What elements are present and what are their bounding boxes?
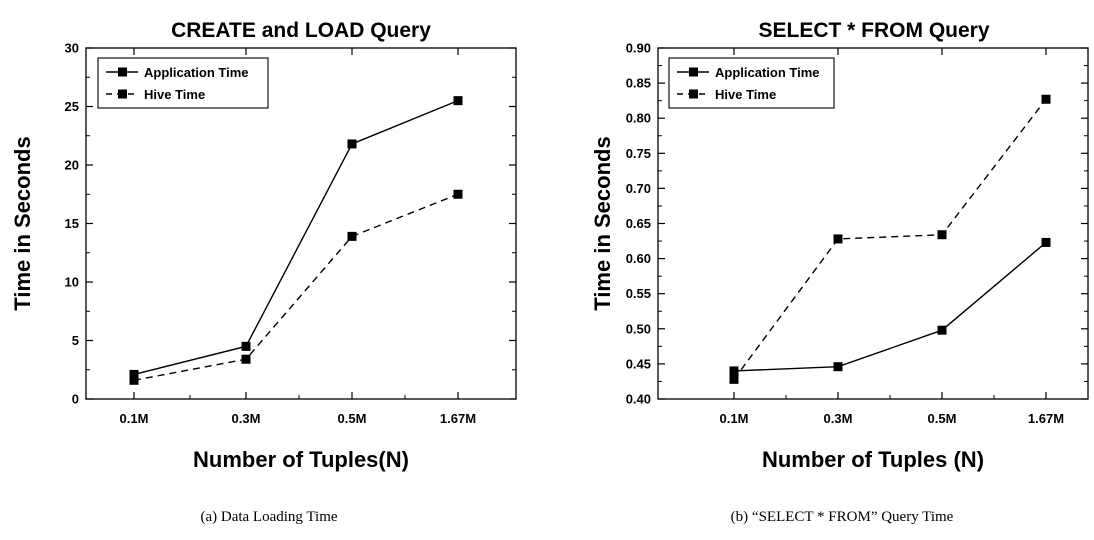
data-point <box>833 234 843 244</box>
legend-label: Hive Time <box>144 87 205 102</box>
data-point <box>241 354 251 364</box>
data-point <box>1041 237 1051 247</box>
y-tick-label: 0.65 <box>626 216 651 231</box>
x-tick-label: 0.5M <box>338 411 367 426</box>
data-point <box>241 341 251 351</box>
chart-a: CREATE and LOAD Query 0 5 10 15 20 25 30 0.1M 0.3… <box>10 19 517 525</box>
x-tick-label: 0.1M <box>120 411 149 426</box>
legend-marker <box>118 67 127 77</box>
y-tick-label: 0.50 <box>626 321 651 336</box>
legend-box <box>668 57 835 109</box>
data-point <box>1041 94 1051 104</box>
legend-label: Application Time <box>144 65 249 80</box>
y-tick-label: 0.40 <box>626 392 651 407</box>
data-point <box>129 369 139 379</box>
legend: Application Time Hive Time <box>668 57 835 109</box>
x-axis-label: Number of Tuples(N) <box>193 447 409 472</box>
legend-marker <box>689 67 698 77</box>
data-point <box>729 366 739 376</box>
y-tick-label: 0.55 <box>626 286 651 301</box>
series-line <box>133 193 459 381</box>
y-tick-label: 0 <box>72 392 79 407</box>
chart-title: SELECT * FROM Query <box>758 19 989 42</box>
legend-label: Hive Time <box>715 87 776 102</box>
y-tick-label: 0.70 <box>626 181 651 196</box>
x-tick-label: 0.3M <box>232 411 261 426</box>
x-axis-label: Number of Tuples (N) <box>762 447 984 472</box>
series-application-time <box>129 96 463 379</box>
data-point <box>729 374 739 384</box>
data-point <box>833 362 843 372</box>
legend-box <box>97 57 269 109</box>
series-line <box>733 98 1047 380</box>
data-point <box>453 96 463 106</box>
y-tick-label: 0.90 <box>626 41 651 56</box>
figure-caption: (a) Data Loading Time <box>200 509 337 525</box>
x-tick-label: 0.5M <box>928 411 957 426</box>
legend-label: Application Time <box>715 65 820 80</box>
x-tick-label: 0.3M <box>824 411 853 426</box>
x-tick-label: 1.67M <box>440 411 476 426</box>
y-tick-label: 0.85 <box>626 76 651 91</box>
x-tick-label: 0.1M <box>720 411 749 426</box>
legend: Application Time Hive Time <box>97 57 269 109</box>
series-line <box>733 241 1047 372</box>
figure-caption: (b) “SELECT * FROM” Query Time <box>731 509 954 525</box>
series-application-time <box>729 237 1051 376</box>
y-tick-label: 5 <box>72 333 79 348</box>
y-tick-label: 30 <box>65 41 79 56</box>
legend-marker <box>118 89 127 99</box>
series-hive-time <box>729 94 1051 384</box>
chart-b: SELECT * FROM Query 0.40 0.45 0.50 0.55 0.60 0… <box>590 19 1089 525</box>
y-tick-label: 0.80 <box>626 111 651 126</box>
data-point <box>453 189 463 199</box>
y-tick-label: 0.45 <box>626 356 651 371</box>
y-axis-label: Time in Seconds <box>590 136 615 310</box>
data-point <box>347 231 357 241</box>
chart-title: CREATE and LOAD Query <box>171 19 431 42</box>
y-tick-label: 15 <box>65 216 79 231</box>
y-tick-label: 0.60 <box>626 251 651 266</box>
series-line <box>133 100 459 376</box>
data-point <box>937 325 947 335</box>
x-tick-label: 1.67M <box>1028 411 1064 426</box>
y-tick-label: 20 <box>65 158 79 173</box>
series-hive-time <box>129 189 463 385</box>
y-tick-label: 25 <box>65 99 79 114</box>
y-tick-label: 10 <box>65 275 79 290</box>
data-point <box>347 139 357 149</box>
y-tick-label: 0.75 <box>626 146 651 161</box>
data-point <box>129 375 139 385</box>
y-axis-label: Time in Seconds <box>10 136 35 310</box>
data-point <box>937 230 947 240</box>
legend-marker <box>689 89 698 99</box>
